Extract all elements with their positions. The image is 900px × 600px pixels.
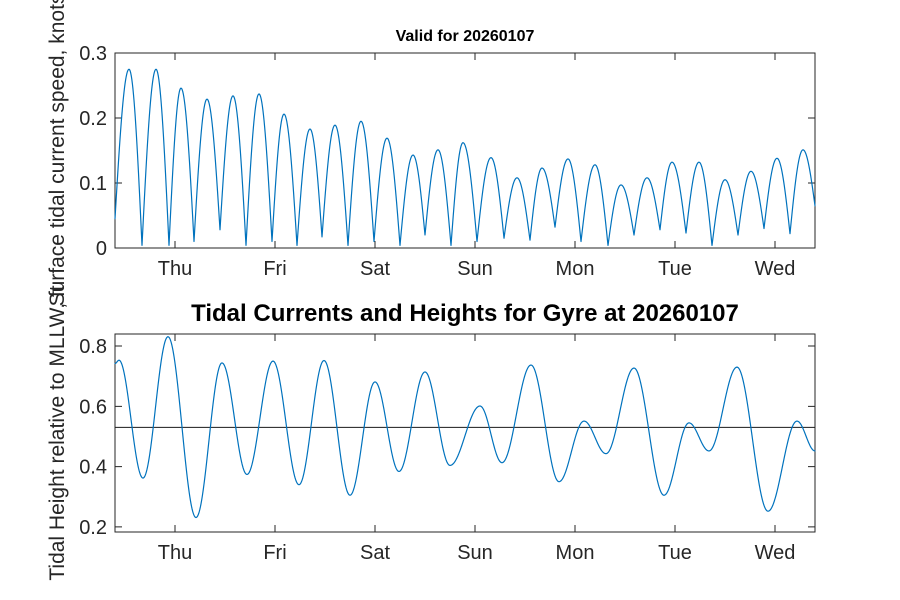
y-tick-label: 0.2	[79, 517, 107, 539]
x-tick-label: Sat	[360, 542, 390, 564]
y-tick-label: 0.3	[79, 43, 107, 65]
x-tick-label: Thu	[158, 542, 192, 564]
x-tick-label: Wed	[755, 542, 796, 564]
tick-marks	[115, 334, 815, 532]
y-tick-label: 0.2	[79, 108, 107, 130]
y-tick-label: 0	[96, 238, 107, 260]
axes-box	[114, 52, 816, 249]
y-tick-label: 0.4	[79, 457, 107, 479]
current-speed-series	[114, 68, 816, 246]
tick-marks	[115, 52, 815, 249]
y-tick-label: 0.6	[79, 396, 107, 418]
x-tick-label: Wed	[755, 258, 796, 280]
x-tick-label: Sun	[457, 542, 493, 564]
x-tick-label: Tue	[658, 258, 692, 280]
x-tick-label: Sun	[457, 258, 493, 280]
top-y-axis-label: Surface tidal current speed, knots	[46, 0, 69, 307]
top-panel-title: Valid for 20260107	[395, 28, 535, 45]
x-tick-label: Fri	[263, 258, 286, 280]
x-tick-label: Mon	[556, 542, 595, 564]
x-tick-label: Fri	[263, 542, 286, 564]
bottom-y-axis-label: Tidal Height relative to MLLW, ft	[46, 285, 69, 581]
x-tick-label: Thu	[158, 258, 192, 280]
tide-height-series	[114, 336, 816, 519]
y-tick-label: 0.1	[79, 173, 107, 195]
x-tick-label: Mon	[556, 258, 595, 280]
axes-box	[114, 333, 816, 533]
y-tick-label: 0.8	[79, 336, 107, 358]
x-tick-label: Sat	[360, 258, 390, 280]
figure-title: Tidal Currents and Heights for Gyre at 2…	[191, 300, 739, 327]
x-tick-label: Tue	[658, 542, 692, 564]
